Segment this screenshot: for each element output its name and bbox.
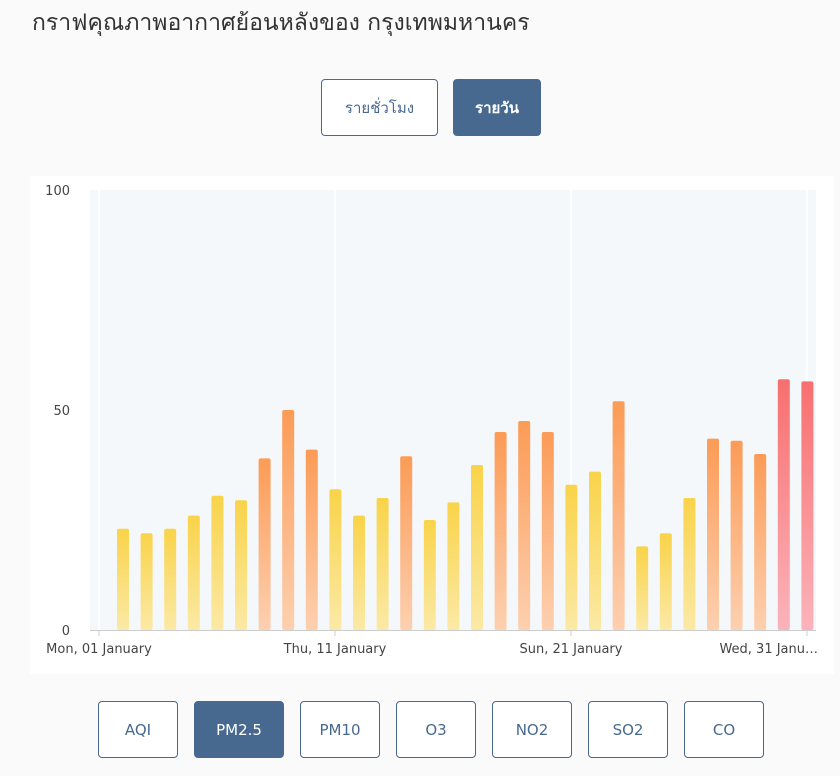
hourly-button[interactable]: รายชั่วโมง bbox=[321, 79, 438, 136]
bar[interactable] bbox=[376, 498, 389, 630]
bar[interactable] bbox=[730, 440, 743, 630]
bar[interactable] bbox=[707, 438, 719, 630]
y-tick-label: 50 bbox=[53, 404, 70, 419]
bar[interactable] bbox=[494, 432, 507, 630]
bar[interactable] bbox=[235, 500, 247, 630]
tab-co[interactable]: CO bbox=[684, 701, 764, 758]
bar[interactable] bbox=[423, 520, 436, 630]
bar[interactable] bbox=[140, 533, 153, 630]
period-toggle: รายชั่วโมง รายวัน bbox=[321, 79, 541, 136]
tab-o3[interactable]: O3 bbox=[396, 701, 476, 758]
x-tick-label: Sun, 21 January bbox=[520, 642, 623, 657]
bar[interactable] bbox=[636, 546, 649, 630]
tab-aqi[interactable]: AQI bbox=[98, 701, 178, 758]
x-tick-label: Thu, 11 January bbox=[283, 642, 387, 657]
bar[interactable] bbox=[659, 533, 672, 630]
x-tick-label: Wed, 31 Janu… bbox=[719, 642, 818, 657]
bar[interactable] bbox=[612, 401, 625, 630]
x-tick-label: Mon, 01 January bbox=[46, 642, 152, 657]
bar[interactable] bbox=[258, 458, 271, 630]
bar[interactable] bbox=[683, 498, 696, 630]
tab-so2[interactable]: SO2 bbox=[588, 701, 668, 758]
bar[interactable] bbox=[754, 454, 767, 630]
daily-button[interactable]: รายวัน bbox=[453, 79, 541, 136]
bar[interactable] bbox=[353, 515, 365, 630]
bar[interactable] bbox=[541, 432, 554, 630]
bar[interactable] bbox=[329, 489, 342, 630]
bar[interactable] bbox=[400, 456, 413, 630]
bar[interactable] bbox=[187, 515, 200, 630]
bar[interactable] bbox=[565, 484, 578, 630]
bar[interactable] bbox=[164, 528, 177, 630]
bar[interactable] bbox=[777, 379, 790, 630]
y-tick-label: 0 bbox=[62, 624, 70, 639]
pm25-bar-chart: 0 50 100 Mon, 01 January Thu, 11 January Sun,… bbox=[30, 176, 834, 674]
bar[interactable] bbox=[801, 381, 814, 630]
tab-pm10[interactable]: PM10 bbox=[300, 701, 380, 758]
bar[interactable] bbox=[117, 528, 129, 630]
chart-canvas: 0 50 100 Mon, 01 January Thu, 11 January Sun,… bbox=[45, 184, 818, 657]
y-tick-label: 100 bbox=[45, 184, 70, 199]
bar[interactable] bbox=[447, 502, 460, 630]
bar[interactable] bbox=[589, 471, 601, 630]
bar[interactable] bbox=[518, 421, 531, 630]
pollutant-tabs: AQI PM2.5 PM10 O3 NO2 SO2 CO bbox=[98, 701, 764, 758]
bar[interactable] bbox=[211, 495, 224, 630]
bar[interactable] bbox=[471, 465, 483, 630]
bar[interactable] bbox=[305, 449, 318, 630]
tab-no2[interactable]: NO2 bbox=[492, 701, 572, 758]
page-title: กราฟคุณภาพอากาศย้อนหลังของ กรุงเทพมหานคร bbox=[32, 10, 530, 36]
tab-pm25[interactable]: PM2.5 bbox=[194, 701, 284, 758]
bar[interactable] bbox=[282, 410, 295, 630]
